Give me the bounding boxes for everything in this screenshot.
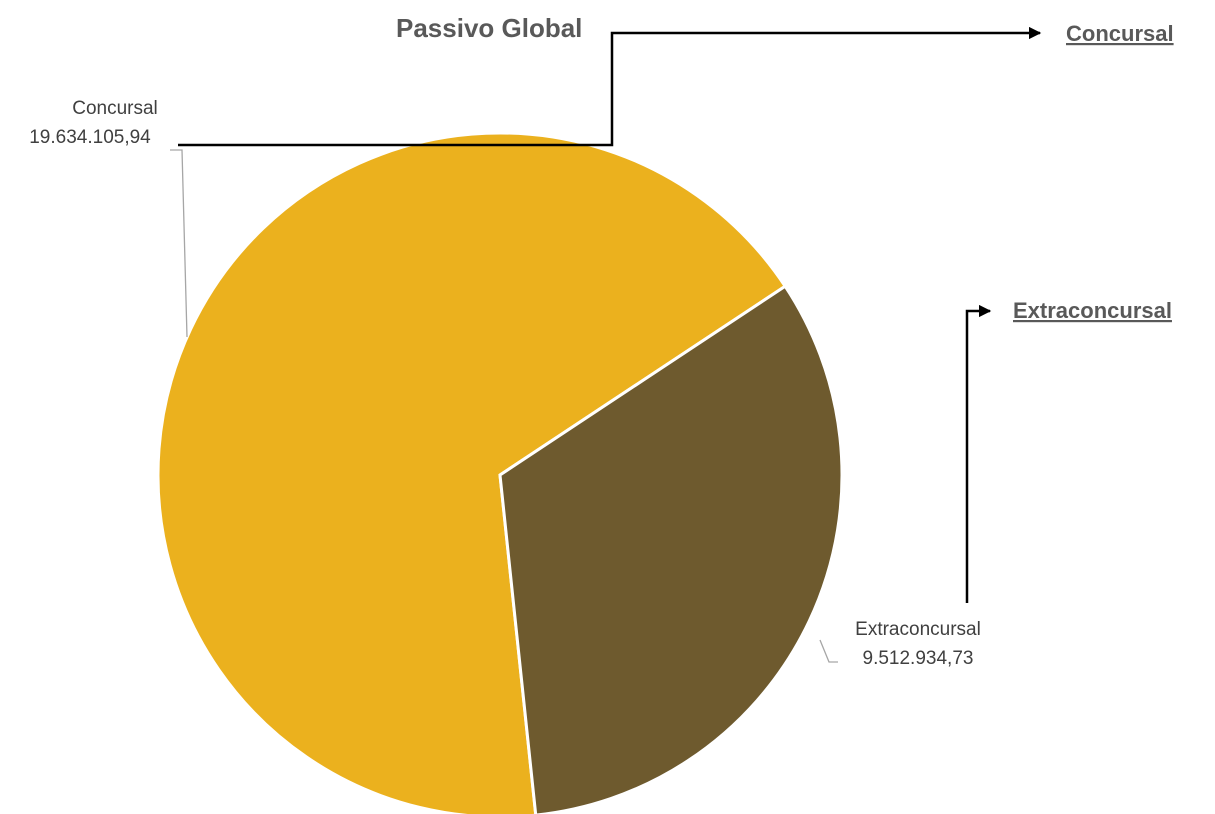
pie-chart: [156, 131, 844, 814]
pie-slice-concursal: [156, 131, 788, 814]
concursal-leader-line: [170, 149, 188, 338]
extraconcursal-leader-line: [819, 639, 838, 663]
extraconcursal-data-label-name: Extraconcursal: [855, 619, 981, 640]
concursal-callout-arrow: [178, 26, 1042, 147]
concursal-link[interactable]: Concursal: [1066, 21, 1174, 46]
extraconcursal-data-label-value: 9.512.934,73: [863, 648, 974, 669]
concursal-data-label-name: Concursal: [72, 98, 158, 119]
concursal-data-label-value: 19.634.105,94: [29, 127, 151, 148]
extraconcursal-callout-arrow: [965, 304, 992, 603]
pie-slice-extraconcursal: [498, 284, 844, 814]
extraconcursal-link[interactable]: Extraconcursal: [1013, 298, 1172, 323]
chart-title: Passivo Global: [396, 13, 582, 43]
